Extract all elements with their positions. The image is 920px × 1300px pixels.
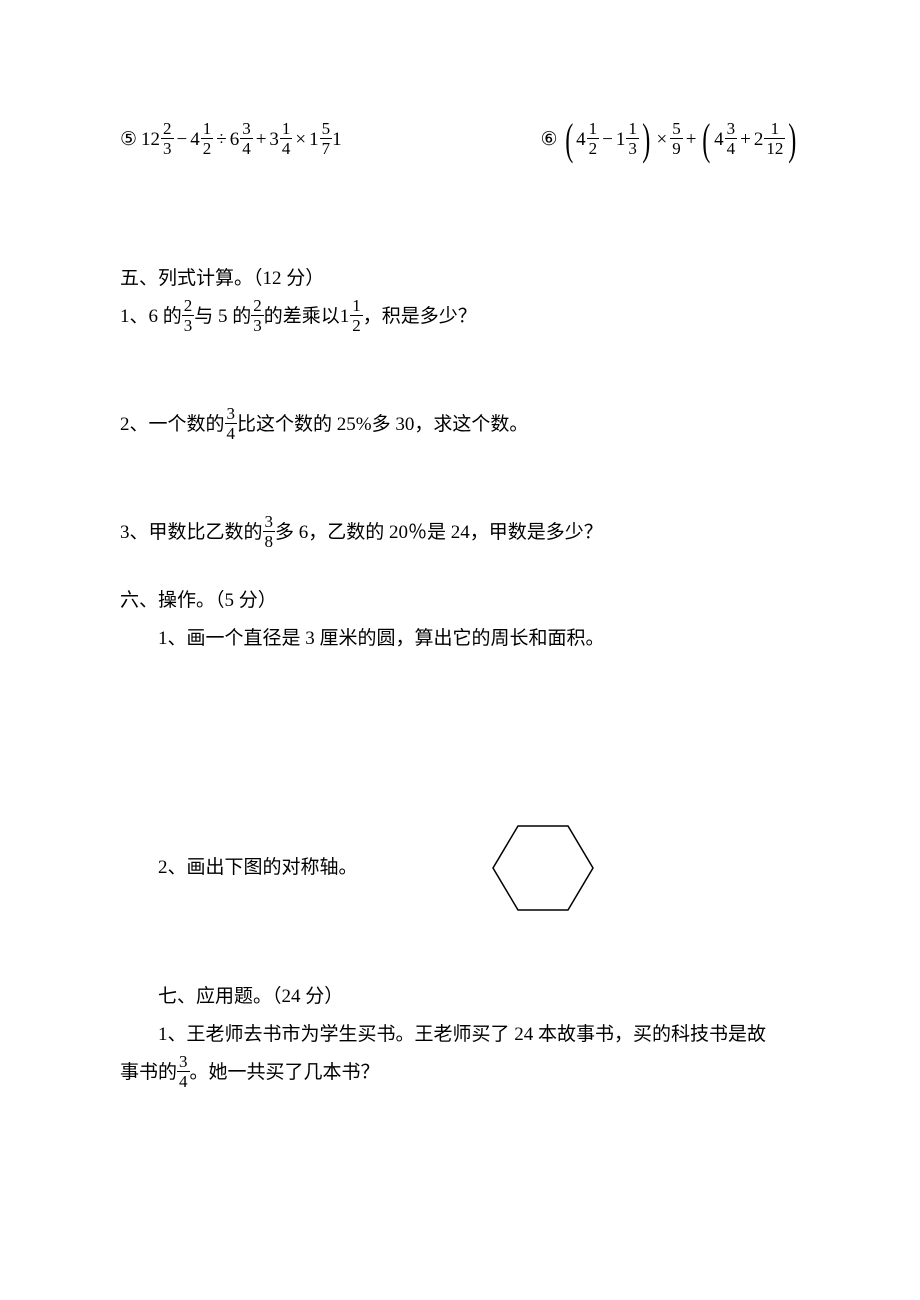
section-5-title: 五、列式计算。（12 分） [120,260,800,298]
hexagon-icon [488,818,598,918]
op: − [174,121,191,159]
marker-6: ⑥ [540,121,557,159]
right-paren: ) [642,120,650,160]
q5-3: 3、甲数比乙数的 38 多 6，乙数的 20％是 24，甲数是多少？ [120,514,800,552]
q6-2-row: 2、画出下图的对称轴。 [120,818,800,918]
expression-row: ⑤ 12 23 − 4 12 ÷ 6 34 + 3 14 × 1 57 1 ⑥ [120,120,800,160]
section-6-title: 六、操作。（5 分） [120,582,800,620]
q7-1-line2: 事书的 34 。她一共买了几本书？ [120,1054,800,1092]
section-7-title: 七、应用题。（24 分） [120,978,800,1016]
expression-5: ⑤ 12 23 − 4 12 ÷ 6 34 + 3 14 × 1 57 1 [120,121,343,159]
q6-2-label: 2、画出下图的对称轴。 [120,849,458,887]
q5-1-pre: 1、6 的 [120,298,182,336]
expression-6: ⑥ ( 4 12 − 1 13 ) × 59 + ( 4 34 + 2 112 … [540,120,800,160]
expr5-a-int: 12 [141,121,161,159]
expr5-a-frac: 23 [161,120,174,157]
q5-2: 2、一个数的 34 比这个数的 25%多 30，求这个数。 [120,406,800,444]
page: ⑤ 12 23 − 4 12 ÷ 6 34 + 3 14 × 1 57 1 ⑥ [0,0,920,1300]
q7-1-line1: 1、王老师去书市为学生买书。王老师买了 24 本故事书，买的科技书是故 [120,1016,800,1054]
hexagon-shape [493,826,593,910]
marker-5: ⑤ [120,121,137,159]
q6-1: 1、画一个直径是 3 厘米的圆，算出它的周长和面积。 [120,620,800,658]
q5-1: 1、6 的 23 与 5 的 23 的差乘以 1 12 ，积是多少？ [120,298,800,336]
hexagon-figure [488,818,598,918]
expr5-tail: 1 [332,121,343,159]
left-paren: ( [565,120,573,160]
